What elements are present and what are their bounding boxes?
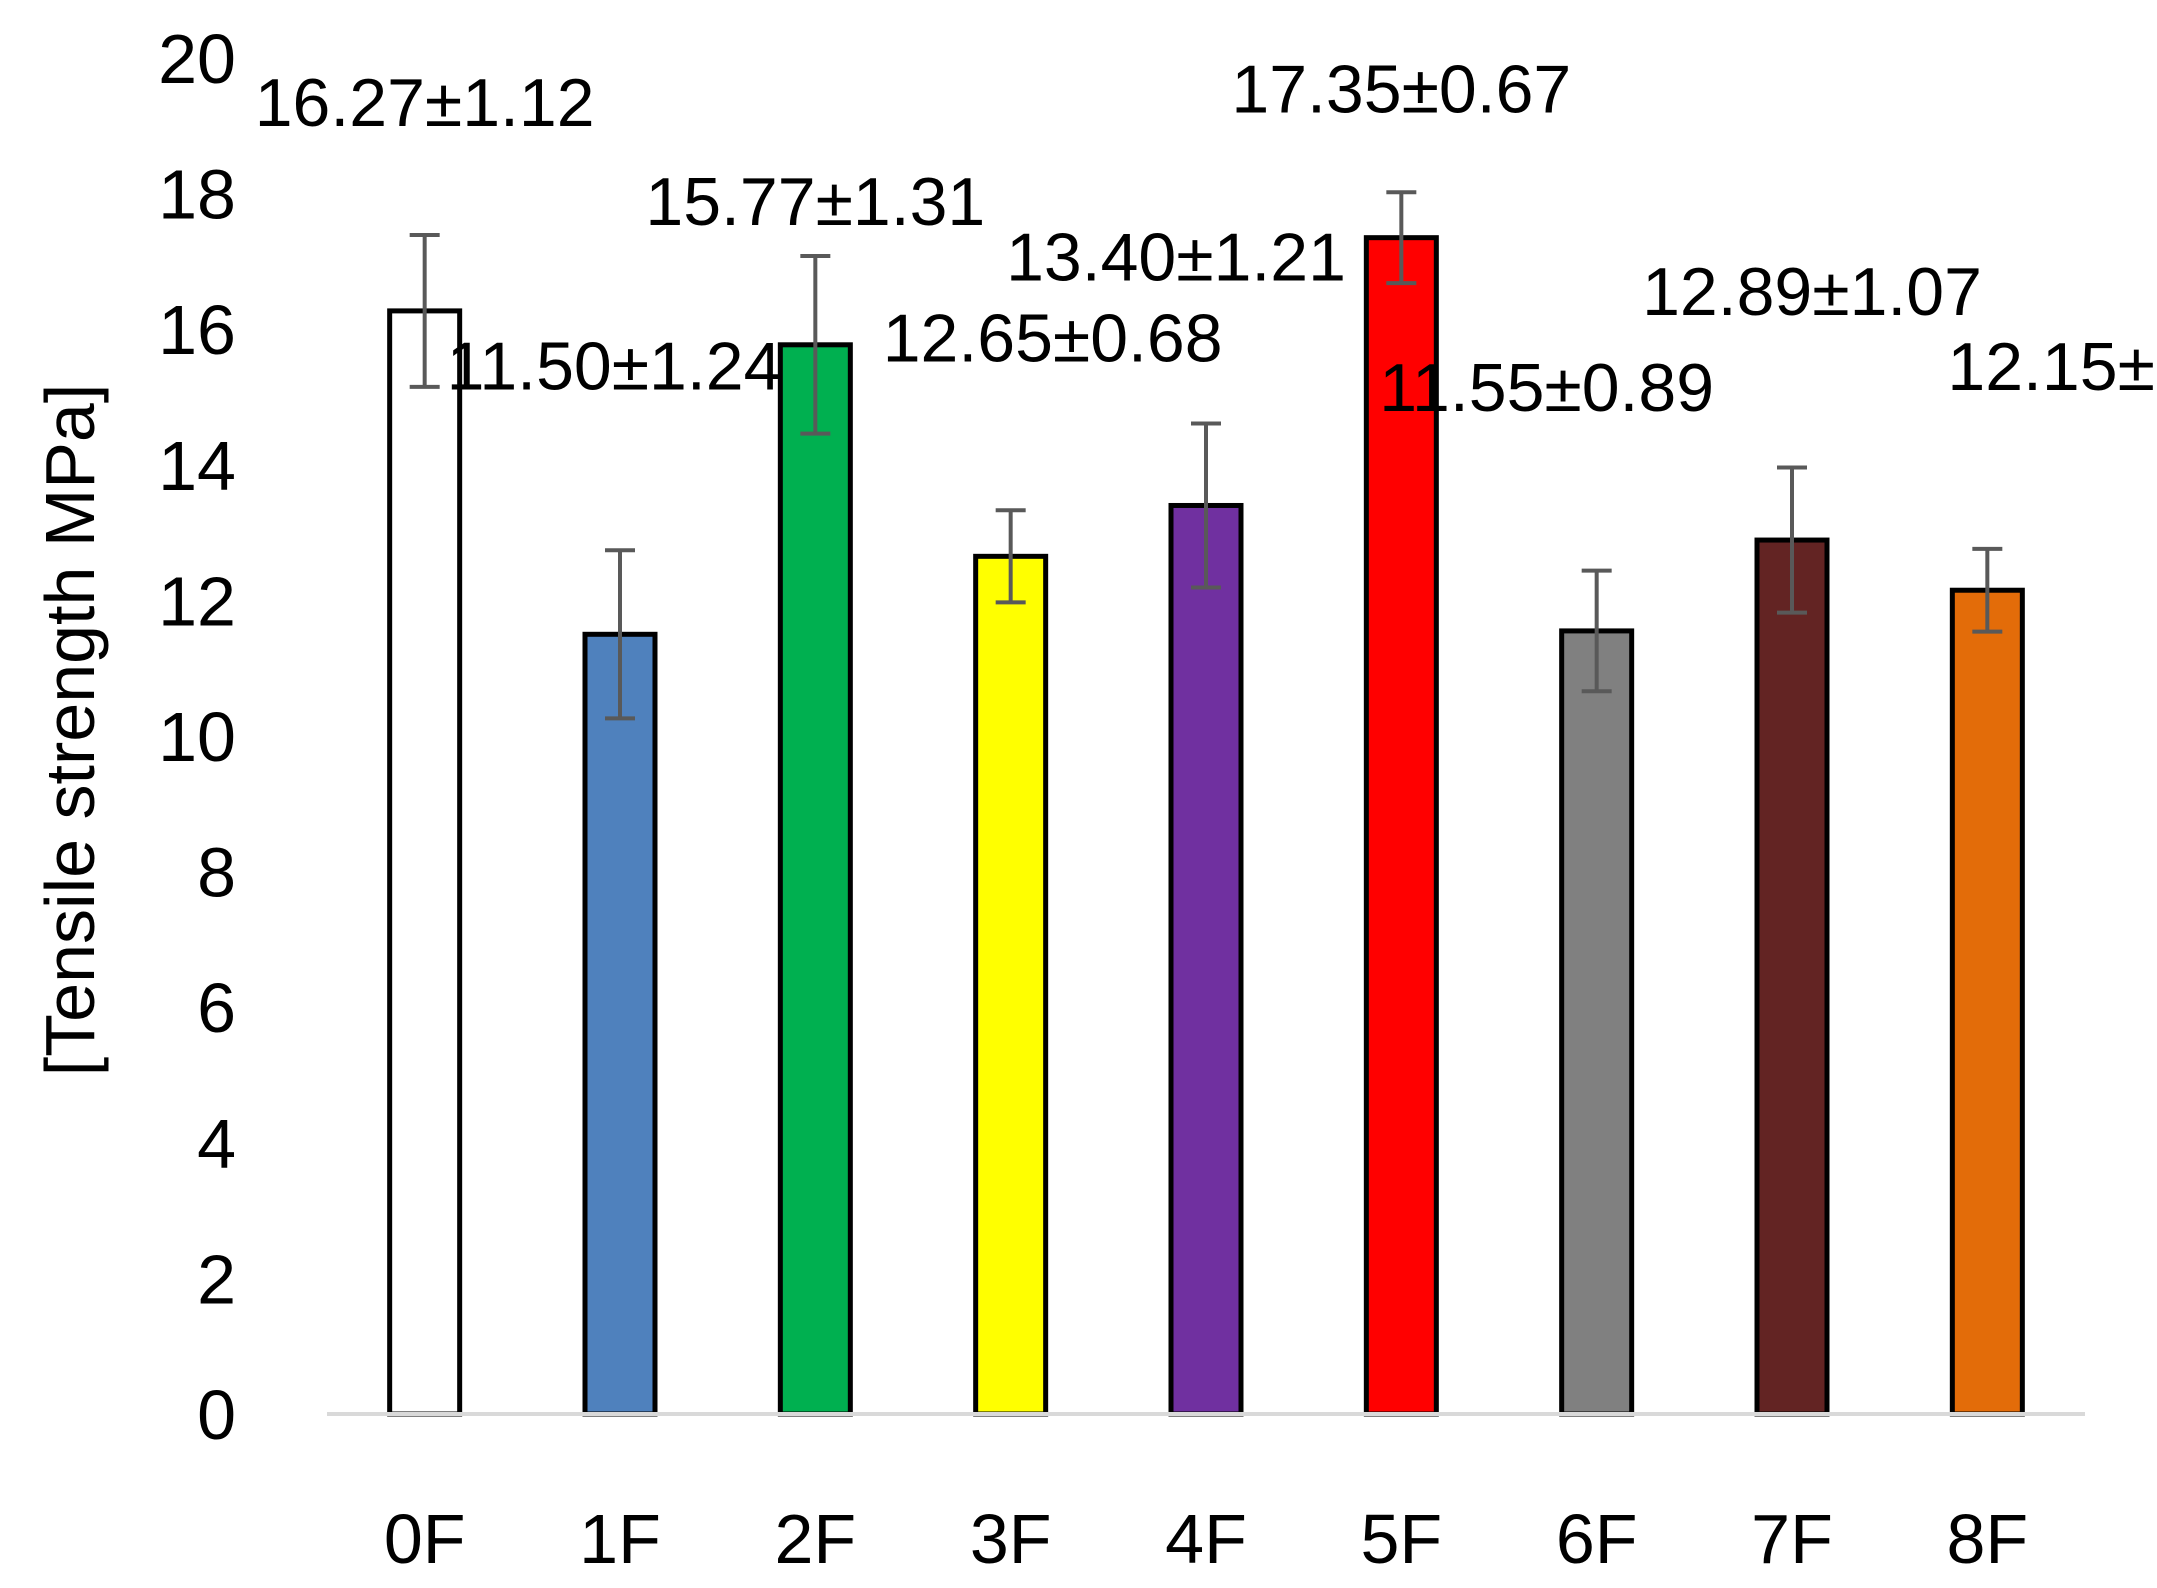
- y-axis-title: [Tensile strength MPa]: [31, 384, 109, 1077]
- y-tick-label: 12: [158, 562, 236, 640]
- bar-3F: [973, 553, 1049, 1417]
- data-label-7F: 12.89±1.07: [1642, 254, 1982, 330]
- error-bar-3F: [995, 508, 1026, 605]
- error-bar-8F: [1972, 546, 2003, 634]
- y-tick-label: 16: [158, 291, 236, 369]
- data-labels: 16.27±1.12 11.50±1.24 15.77±1.31 12.65±0.68…: [255, 52, 2157, 426]
- bar-5F: [1363, 235, 1439, 1417]
- error-bars: [409, 190, 2003, 721]
- x-tick-label-8F: 8F: [1946, 1500, 2028, 1578]
- error-bar-6F: [1581, 568, 1612, 694]
- x-tick-label-7F: 7F: [1751, 1500, 1833, 1578]
- y-tick-label: 20: [158, 20, 236, 98]
- data-label-1F: 11.50±1.24: [447, 328, 782, 404]
- bar-0F: [387, 308, 463, 1417]
- y-tick-label: 10: [158, 698, 236, 776]
- data-label-4F: 13.40±1.21: [1006, 219, 1346, 295]
- x-tick-label-0F: 0F: [384, 1500, 466, 1578]
- x-axis-ticks: 0F 1F 2F 3F 4F 5F 6F 7F 8F: [384, 1500, 2028, 1578]
- y-tick-label: 0: [197, 1376, 236, 1454]
- data-label-0F: 16.27±1.12: [255, 65, 595, 141]
- y-tick-label: 2: [197, 1240, 236, 1318]
- error-bar-2F: [800, 253, 831, 436]
- bar-2F: [777, 342, 853, 1417]
- y-tick-label: 18: [158, 156, 236, 234]
- bar-8F: [1949, 587, 2025, 1417]
- x-tick-label-6F: 6F: [1556, 1500, 1638, 1578]
- y-tick-label: 14: [158, 427, 236, 505]
- bar-4F: [1168, 502, 1244, 1417]
- x-tick-label-3F: 3F: [970, 1500, 1052, 1578]
- error-bar-1F: [605, 548, 635, 721]
- bar-6F: [1559, 628, 1635, 1417]
- y-axis-ticks: 0 2 4 6 8 10 12 14 16 18 20: [158, 20, 236, 1454]
- x-tick-label-4F: 4F: [1165, 1500, 1247, 1578]
- data-label-2F: 15.77±1.31: [645, 164, 985, 240]
- x-tick-label-5F: 5F: [1360, 1500, 1442, 1578]
- y-tick-label: 4: [197, 1105, 236, 1183]
- y-tick-label: 8: [197, 834, 236, 912]
- data-label-6F: 11.55±0.89: [1379, 350, 1714, 426]
- bar-1F: [582, 631, 658, 1417]
- data-label-3F: 12.65±0.68: [883, 300, 1223, 376]
- data-label-8F: 12.15±0.61: [1947, 329, 2157, 405]
- y-tick-label: 6: [197, 969, 236, 1047]
- error-bar-5F: [1386, 190, 1417, 286]
- x-tick-label-2F: 2F: [774, 1500, 856, 1578]
- bar-7F: [1754, 537, 1830, 1417]
- x-tick-label-1F: 1F: [579, 1500, 661, 1578]
- bars: [387, 235, 2025, 1417]
- error-bar-7F: [1777, 465, 1807, 615]
- error-bar-0F: [409, 232, 440, 389]
- data-label-5F: 17.35±0.67: [1231, 52, 1571, 128]
- error-bar-4F: [1191, 421, 1221, 590]
